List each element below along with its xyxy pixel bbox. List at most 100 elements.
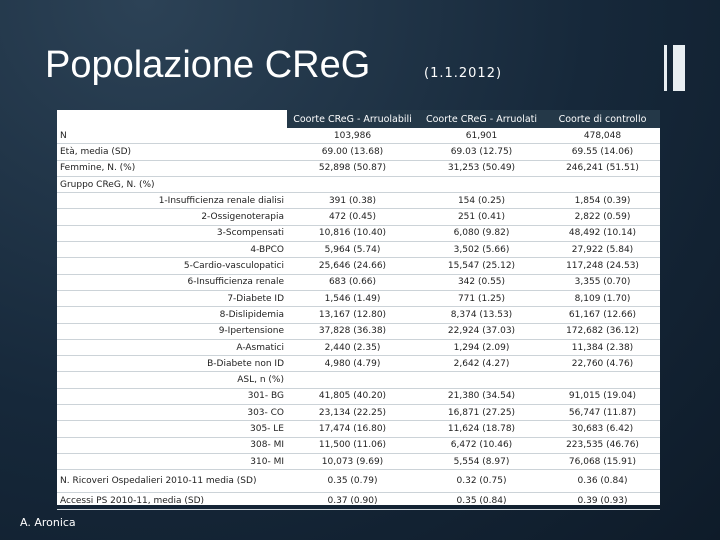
table-row: 2-Ossigenoterapia 472 (0.45) 251 (0.41) 2,8…: [57, 208, 660, 226]
row-label: 6-Insufficienza renale: [57, 274, 287, 291]
cell: 22,760 (4.76): [545, 355, 660, 373]
row-label: ASL, n (%): [57, 371, 287, 389]
table-row: 8-Dislipidemia 13,167 (12.80) 8,374 (13.53…: [57, 306, 660, 324]
cell: 0.32 (0.75): [418, 469, 545, 494]
cell: 69.03 (12.75): [418, 143, 545, 161]
cell: 21,380 (34.54): [418, 388, 545, 406]
cell: 4,980 (4.79): [287, 355, 418, 373]
row-label: 303- CO: [57, 404, 287, 422]
title: Popolazione CReG: [45, 44, 371, 86]
cell: 1,854 (0.39): [545, 192, 660, 210]
cell: 31,253 (50.49): [418, 160, 545, 177]
row-label: Gruppo CReG, N. (%): [57, 176, 287, 194]
cell: 41,805 (40.20): [287, 388, 418, 406]
header-row: Coorte CReG - Arruolabili Coorte CReG - A…: [57, 110, 660, 128]
cell: 91,015 (19.04): [545, 388, 660, 406]
cell: 8,109 (1.70): [545, 290, 660, 308]
decor-bar: [664, 45, 667, 91]
cell: 11,384 (2.38): [545, 339, 660, 357]
row-label: 2-Ossigenoterapia: [57, 208, 287, 226]
cell: 0.35 (0.79): [287, 469, 418, 494]
author: A. Aronica: [20, 516, 76, 529]
cell: 2,440 (2.35): [287, 339, 418, 357]
table-panel: Coorte CReG - Arruolabili Coorte CReG - A…: [57, 110, 660, 510]
row-label: Età, media (SD): [57, 143, 287, 161]
header-cell: Coorte di controllo: [545, 110, 660, 128]
row-label: 5-Cardio-vasculopatici: [57, 257, 287, 275]
table-row: 4-BPCO 5,964 (5.74) 3,502 (5.66) 27,922 (5.…: [57, 241, 660, 259]
cell: 154 (0.25): [418, 192, 545, 210]
table-row: 303- CO 23,134 (22.25) 16,871 (27.25) 56,74…: [57, 404, 660, 422]
cell: 52,898 (50.87): [287, 160, 418, 177]
row-label: Femmine, N. (%): [57, 160, 287, 177]
cell: 683 (0.66): [287, 274, 418, 291]
cell: 0.39 (0.93): [545, 492, 660, 510]
table-row: 308- MI 11,500 (11.06) 6,472 (10.46) 223,53…: [57, 437, 660, 454]
cell: 1,546 (1.49): [287, 290, 418, 308]
header-cell: [57, 110, 287, 128]
row-label: 8-Dislipidemia: [57, 306, 287, 324]
cell: 23,134 (22.25): [287, 404, 418, 422]
table-row: Età, media (SD) 69.00 (13.68) 69.03 (12.75…: [57, 143, 660, 161]
row-label: 308- MI: [57, 437, 287, 454]
cell: 48,492 (10.14): [545, 225, 660, 243]
table-row: N 103,986 61,901 478,048: [57, 128, 660, 145]
cell: 5,554 (8.97): [418, 453, 545, 471]
cell: [545, 176, 660, 194]
cell: 11,624 (18.78): [418, 420, 545, 438]
cell: 56,747 (11.87): [545, 404, 660, 422]
table-row: A-Asmatici 2,440 (2.35) 1,294 (2.09) 11,384…: [57, 339, 660, 357]
row-label: 4-BPCO: [57, 241, 287, 259]
table-row: 310- MI 10,073 (9.69) 5,554 (8.97) 76,068 (…: [57, 453, 660, 471]
cell: 30,683 (6.42): [545, 420, 660, 438]
table-row: 5-Cardio-vasculopatici 25,646 (24.66) 15,5…: [57, 257, 660, 275]
table-row: N. Ricoveri Ospedalieri 2010-11 media (S…: [57, 469, 660, 494]
table-row: 7-Diabete ID 1,546 (1.49) 771 (1.25) 8,109 …: [57, 290, 660, 308]
row-label: Accessi PS 2010-11, media (SD): [57, 492, 287, 510]
row-label: A-Asmatici: [57, 339, 287, 357]
cell: 3,502 (5.66): [418, 241, 545, 259]
table-row: Femmine, N. (%) 52,898 (50.87) 31,253 (50.…: [57, 160, 660, 177]
cell: 10,073 (9.69): [287, 453, 418, 471]
cell: 37,828 (36.38): [287, 323, 418, 340]
cell: 16,871 (27.25): [418, 404, 545, 422]
cell: [418, 371, 545, 389]
cell: 391 (0.38): [287, 192, 418, 210]
row-label: 301- BG: [57, 388, 287, 406]
cell: 0.36 (0.84): [545, 469, 660, 494]
cell: 472 (0.45): [287, 208, 418, 226]
cell: 6,472 (10.46): [418, 437, 545, 454]
table-row: 305- LE 17,474 (16.80) 11,624 (18.78) 30,68…: [57, 420, 660, 438]
cell: 61,901: [418, 128, 545, 145]
table-row: Gruppo CReG, N. (%): [57, 176, 660, 194]
table-row: 1-Insufficienza renale dialisi 391 (0.38)…: [57, 192, 660, 210]
cell: 69.55 (14.06): [545, 143, 660, 161]
cell: 172,682 (36.12): [545, 323, 660, 340]
cell: 61,167 (12.66): [545, 306, 660, 324]
cell: 251 (0.41): [418, 208, 545, 226]
table-row: 301- BG 41,805 (40.20) 21,380 (34.54) 91,01…: [57, 388, 660, 406]
cell: 103,986: [287, 128, 418, 145]
header-cell: Coorte CReG - Arruolabili: [287, 110, 418, 128]
table-row: 9-Ipertensione 37,828 (36.38) 22,924 (37.0…: [57, 323, 660, 340]
decor-bar: [673, 45, 685, 91]
row-label: 1-Insufficienza renale dialisi: [57, 192, 287, 210]
table-row: 6-Insufficienza renale 683 (0.66) 342 (0.5…: [57, 274, 660, 291]
row-label: 305- LE: [57, 420, 287, 438]
row-label: 7-Diabete ID: [57, 290, 287, 308]
cell: 69.00 (13.68): [287, 143, 418, 161]
cell: 11,500 (11.06): [287, 437, 418, 454]
header-cell: Coorte CReG - Arruolati: [418, 110, 545, 128]
cell: 342 (0.55): [418, 274, 545, 291]
row-label: 3-Scompensati: [57, 225, 287, 243]
cell: [545, 371, 660, 389]
subtitle: (1.1.2012): [424, 66, 503, 81]
row-label: B-Diabete non ID: [57, 355, 287, 373]
cell: 246,241 (51.51): [545, 160, 660, 177]
cell: 25,646 (24.66): [287, 257, 418, 275]
cell: 27,922 (5.84): [545, 241, 660, 259]
row-label: N. Ricoveri Ospedalieri 2010-11 media (S…: [57, 469, 287, 494]
cell: [287, 371, 418, 389]
cell: 2,822 (0.59): [545, 208, 660, 226]
